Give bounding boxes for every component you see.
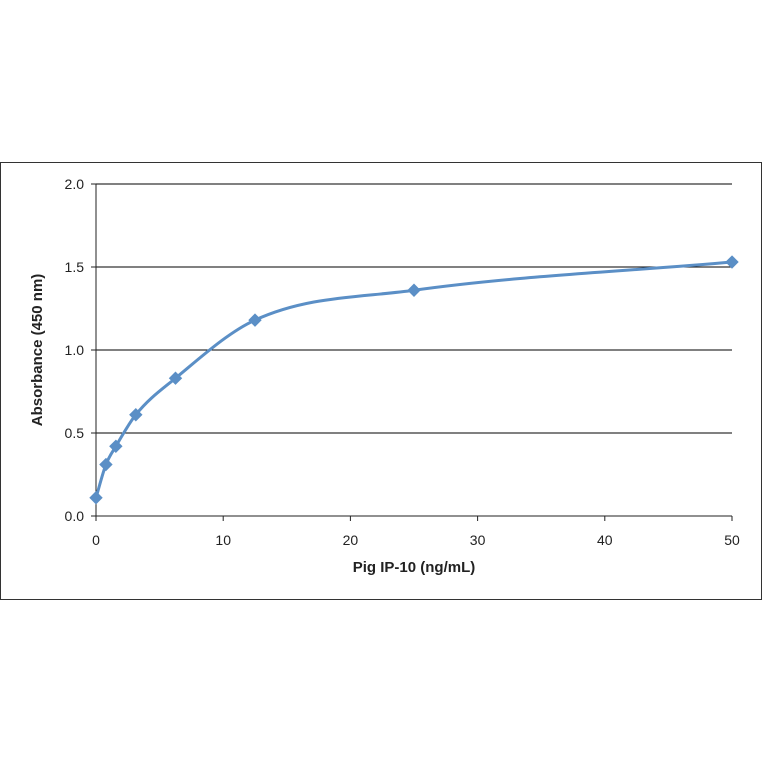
y-tick-labels: 0.0 0.5 1.0 1.5 2.0 [65,176,96,524]
x-tick-label-1: 10 [215,532,231,548]
data-point-6 [407,283,421,297]
y-tick-label-3: 1.5 [65,259,85,275]
y-tick-label-0: 0.0 [65,508,85,524]
x-tick-label-2: 20 [343,532,359,548]
y-tick-label-4: 2.0 [65,176,85,192]
chart-frame [0,162,762,600]
x-axis-title: Pig IP-10 (ng/mL) [353,559,476,576]
x-tick-label-3: 30 [470,532,486,548]
data-point-1 [99,457,113,472]
y-tick-label-1: 0.5 [65,425,85,441]
data-point-2 [109,439,123,453]
x-tick-labels: 0 10 20 30 40 50 [92,516,740,548]
data-point-3 [129,408,143,422]
data-point-0 [89,491,103,505]
y-tick-label-2: 1.0 [65,342,85,358]
gridlines [96,183,732,434]
series-line-0 [94,260,734,500]
data-point-5 [248,313,262,327]
x-tick-label-4: 40 [597,532,613,548]
y-axis-title: Absorbance (450 nm) [29,274,46,427]
data-point-4 [168,371,183,385]
series-group [89,255,739,505]
x-tick-label-0: 0 [92,532,100,548]
data-point-7 [725,255,739,269]
x-tick-label-5: 50 [724,532,740,548]
